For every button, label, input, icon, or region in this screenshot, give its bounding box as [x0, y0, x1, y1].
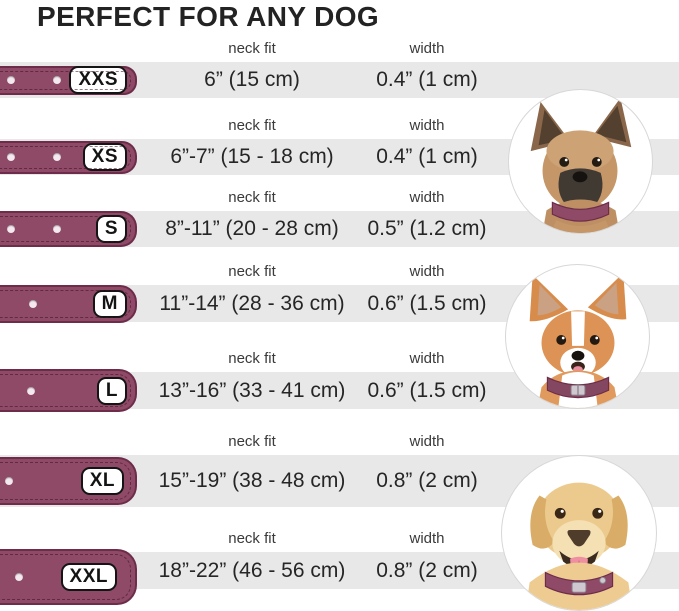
- collar-strap: S: [0, 211, 137, 247]
- neck-fit-value: 6” (15 cm): [204, 68, 300, 91]
- collar-hole-icon: [27, 386, 35, 395]
- labrador-photo: [501, 455, 657, 611]
- size-badge: S: [95, 215, 127, 243]
- corgi-photo: [505, 264, 650, 409]
- collar-hole-icon: [53, 76, 61, 84]
- collar-hole-icon: [7, 76, 15, 84]
- width-value: 0.5” (1.2 cm): [367, 217, 487, 240]
- collar-strap: L: [0, 369, 137, 412]
- collar-strap: XXL: [0, 548, 137, 605]
- width-header: width: [409, 433, 445, 450]
- collar-hole-icon: [15, 572, 23, 581]
- width-value: 0.4” (1 cm): [376, 145, 478, 168]
- neck-fit-header: neck fit: [228, 117, 276, 134]
- width-header: width: [409, 350, 445, 367]
- size-badge: XXS: [69, 66, 127, 94]
- collar-hole-icon: [7, 153, 15, 161]
- collar-hole-icon: [53, 153, 61, 161]
- collar-strap: XXS: [0, 65, 137, 95]
- collar-hole-icon: [29, 299, 37, 308]
- collar-hole-icon: [53, 225, 61, 233]
- width-header: width: [409, 530, 445, 547]
- size-badge: L: [96, 376, 127, 405]
- neck-fit-header: neck fit: [228, 350, 276, 367]
- neck-fit-header: neck fit: [228, 40, 276, 57]
- width-header: width: [409, 263, 445, 280]
- terrier-photo: [508, 89, 653, 234]
- neck-fit-value: 15”-19” (38 - 48 cm): [158, 469, 346, 492]
- size-badge: XXL: [60, 562, 117, 591]
- width-header: width: [409, 189, 445, 206]
- neck-fit-value: 11”-14” (28 - 36 cm): [159, 291, 345, 315]
- size-badge: XS: [82, 143, 127, 171]
- neck-fit-header: neck fit: [228, 263, 276, 280]
- size-badge: XL: [80, 467, 124, 495]
- width-header: width: [409, 117, 445, 134]
- width-value: 0.6” (1.5 cm): [367, 378, 487, 402]
- collar-strap: XS: [0, 140, 137, 174]
- collar-strap: M: [0, 284, 137, 323]
- collar-strap: XL: [0, 457, 137, 505]
- width-header: width: [409, 40, 445, 57]
- width-value: 0.6” (1.5 cm): [367, 291, 487, 315]
- neck-fit-header: neck fit: [228, 189, 276, 206]
- neck-fit-value: 6”-7” (15 - 18 cm): [170, 145, 334, 168]
- collar-hole-icon: [5, 477, 13, 485]
- neck-fit-header: neck fit: [228, 530, 276, 547]
- size-badge: M: [92, 289, 127, 318]
- width-value: 0.8” (2 cm): [376, 558, 478, 582]
- collar-hole-icon: [7, 225, 15, 233]
- page-title: PERFECT FOR ANY DOG: [37, 1, 380, 32]
- neck-fit-value: 13”-16” (33 - 41 cm): [158, 378, 346, 402]
- width-value: 0.8” (2 cm): [376, 469, 478, 492]
- neck-fit-value: 18”-22” (46 - 56 cm): [158, 558, 346, 582]
- width-value: 0.4” (1 cm): [376, 68, 478, 91]
- neck-fit-value: 8”-11” (20 - 28 cm): [165, 217, 339, 240]
- neck-fit-header: neck fit: [228, 433, 276, 450]
